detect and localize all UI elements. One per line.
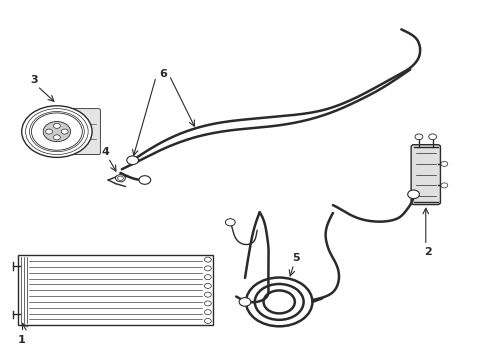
FancyBboxPatch shape — [60, 109, 100, 154]
Circle shape — [204, 310, 211, 315]
Circle shape — [31, 113, 82, 150]
Circle shape — [204, 266, 211, 271]
Circle shape — [46, 129, 52, 134]
Text: 3: 3 — [30, 75, 38, 85]
Circle shape — [139, 176, 151, 184]
Circle shape — [204, 301, 211, 306]
Circle shape — [441, 183, 448, 188]
Circle shape — [225, 219, 235, 226]
Circle shape — [429, 134, 437, 140]
FancyBboxPatch shape — [411, 145, 441, 204]
Circle shape — [204, 319, 211, 323]
Text: 4: 4 — [102, 147, 110, 157]
Circle shape — [61, 129, 68, 134]
Text: 1: 1 — [17, 335, 25, 345]
Circle shape — [53, 123, 60, 129]
Circle shape — [53, 135, 60, 140]
Circle shape — [204, 275, 211, 280]
Circle shape — [204, 283, 211, 288]
Circle shape — [116, 175, 125, 182]
Bar — [18, 255, 213, 325]
Circle shape — [204, 292, 211, 297]
Circle shape — [239, 298, 251, 306]
Circle shape — [22, 106, 92, 157]
Circle shape — [204, 257, 211, 262]
Circle shape — [441, 161, 448, 166]
Circle shape — [43, 122, 71, 141]
Text: 6: 6 — [159, 69, 167, 79]
Text: 2: 2 — [424, 247, 432, 257]
Circle shape — [127, 156, 139, 165]
Circle shape — [415, 134, 423, 140]
Text: 5: 5 — [293, 253, 300, 263]
Circle shape — [408, 190, 419, 199]
